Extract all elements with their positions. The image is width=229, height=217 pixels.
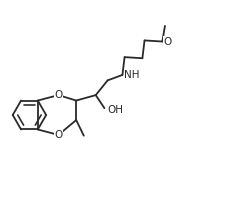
Text: OH: OH [107, 105, 123, 115]
Text: O: O [164, 36, 172, 46]
Text: NH: NH [124, 70, 140, 80]
Text: O: O [54, 90, 63, 100]
Text: O: O [54, 130, 63, 140]
